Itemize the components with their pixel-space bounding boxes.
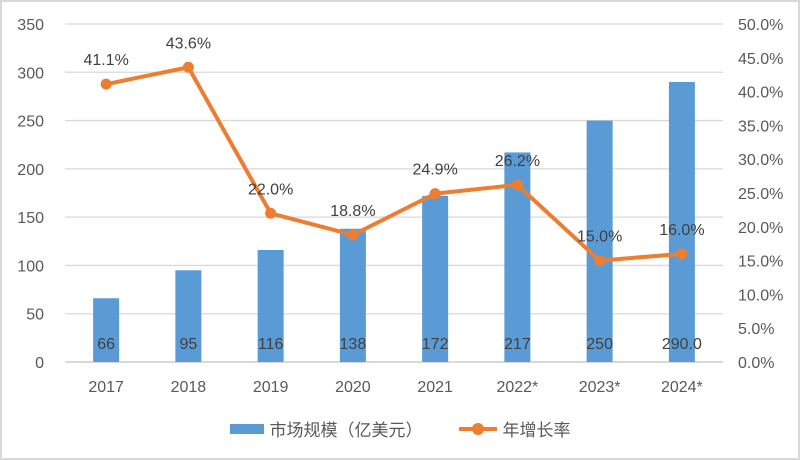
bar-data-label: 290.0 xyxy=(662,336,702,353)
y-right-tick-label: 50.0% xyxy=(738,17,783,34)
bar xyxy=(422,195,449,362)
legend-label: 年增长率 xyxy=(502,421,571,440)
growth-rate-point xyxy=(100,78,112,90)
legend-label: 市场规模（亿美元） xyxy=(269,421,423,440)
x-tick-label: 2019 xyxy=(253,379,289,396)
growth-rate-point xyxy=(347,229,359,241)
bar-data-label: 116 xyxy=(258,336,284,353)
growth-rate-point xyxy=(429,188,441,200)
legend-item-market-size: 市场规模（亿美元） xyxy=(229,416,423,441)
y-right-tick-label: 45.0% xyxy=(738,51,783,68)
line-data-label: 26.2% xyxy=(495,153,540,170)
bar xyxy=(339,228,366,362)
y-right-tick-label: 30.0% xyxy=(738,152,783,169)
y-left-tick-label: 0 xyxy=(35,355,44,372)
line-data-label: 41.1% xyxy=(83,52,128,69)
bar xyxy=(586,120,613,362)
legend-swatch-line xyxy=(458,422,497,435)
growth-rate-point xyxy=(511,179,523,191)
bar-data-label: 95 xyxy=(179,336,197,353)
y-left-tick-label: 150 xyxy=(17,210,44,227)
bar-data-label: 250 xyxy=(586,336,613,353)
bar xyxy=(175,270,202,362)
line-data-label: 16.0% xyxy=(659,222,704,239)
growth-rate-point xyxy=(594,255,606,267)
x-tick-label: 2018 xyxy=(171,379,207,396)
growth-rate-point xyxy=(676,248,688,260)
x-tick-label: 2017 xyxy=(88,379,124,396)
bar xyxy=(257,249,284,362)
y-left-tick-label: 200 xyxy=(17,162,44,179)
legend-item-growth-rate: 年增长率 xyxy=(458,416,571,441)
y-left-tick-label: 350 xyxy=(17,17,44,34)
y-right-tick-label: 0.0% xyxy=(738,355,774,372)
x-tick-label: 2022* xyxy=(496,379,538,396)
y-right-tick-label: 40.0% xyxy=(738,85,783,102)
x-tick-label: 2024* xyxy=(661,379,703,396)
y-left-tick-label: 100 xyxy=(17,258,44,275)
line-data-label: 43.6% xyxy=(166,35,211,52)
growth-rate-point xyxy=(265,207,277,219)
x-tick-label: 2020 xyxy=(335,379,371,396)
legend: 市场规模（亿美元） 年增长率 xyxy=(0,416,800,441)
x-tick-label: 2021 xyxy=(417,379,453,396)
bar-data-label: 172 xyxy=(422,336,449,353)
y-right-tick-label: 5.0% xyxy=(738,321,774,338)
y-left-tick-label: 250 xyxy=(17,114,44,131)
line-data-label: 24.9% xyxy=(412,162,457,179)
x-tick-label: 2023* xyxy=(579,379,621,396)
growth-rate-line xyxy=(105,65,683,263)
y-right-tick-label: 25.0% xyxy=(738,186,783,203)
bar-data-label: 66 xyxy=(97,336,115,353)
y-right-tick-label: 20.0% xyxy=(738,220,783,237)
bar-data-label: 138 xyxy=(340,336,367,353)
legend-swatch-bar xyxy=(229,423,264,434)
line-data-label: 15.0% xyxy=(577,229,622,246)
line-data-label: 22.0% xyxy=(248,181,293,198)
y-left-tick-label: 300 xyxy=(17,65,44,82)
growth-rate-point xyxy=(182,61,194,73)
line-data-label: 18.8% xyxy=(330,203,375,220)
y-right-tick-label: 35.0% xyxy=(738,118,783,135)
y-right-tick-label: 10.0% xyxy=(738,287,783,304)
bar xyxy=(93,298,120,362)
bar xyxy=(668,81,695,362)
bar-data-label: 217 xyxy=(504,336,531,353)
y-right-tick-label: 15.0% xyxy=(738,254,783,271)
y-left-tick-label: 50 xyxy=(26,307,44,324)
